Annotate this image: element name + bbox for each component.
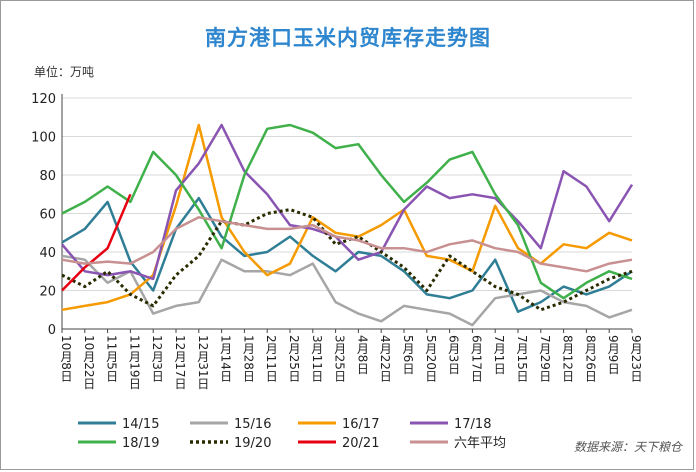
x-tick-label: 6月3日: [447, 335, 461, 374]
y-tick-label: 20: [39, 285, 56, 300]
y-tick-label: 0: [48, 323, 56, 338]
x-tick-label: 9月23日: [629, 335, 643, 382]
legend-label: 20/21: [342, 436, 379, 451]
x-tick-label: 12月17日: [173, 335, 187, 390]
x-tick-label: 4月8日: [355, 335, 369, 374]
source-note: 数据来源：天下粮仓: [573, 440, 682, 454]
x-tick-label: 3月25日: [333, 335, 347, 382]
x-tick-label: 10月8日: [59, 335, 73, 382]
x-tick-label: 6月17日: [469, 335, 483, 382]
legend-label: 19/20: [234, 436, 271, 451]
x-tick-label: 1月14日: [219, 335, 233, 382]
series-line-0: [61, 196, 633, 313]
y-tick-label: 120: [31, 92, 56, 107]
legend-label: 17/18: [454, 417, 491, 432]
y-tick-label: 80: [39, 169, 56, 184]
x-tick-label: 2月11日: [264, 335, 278, 382]
series-line-3: [61, 123, 634, 281]
x-tick-label: 7月1日: [492, 335, 506, 374]
x-tick-label: 1月28日: [241, 335, 255, 382]
x-tick-label: 9月9日: [606, 335, 620, 374]
unit-label: 单位：万吨: [34, 65, 95, 79]
x-tick-label: 12月3日: [150, 335, 164, 382]
series-line-5: [61, 208, 633, 312]
x-tick-label: 10月22日: [82, 335, 96, 390]
x-tick-label: 3月11日: [310, 335, 324, 382]
x-tick-label: 8月12日: [561, 335, 575, 382]
x-tick-label: 7月29日: [538, 335, 552, 382]
y-tick-label: 100: [31, 131, 56, 146]
series-line-1: [61, 254, 633, 327]
legend-label: 18/19: [122, 436, 159, 451]
y-tick-label: 40: [39, 246, 56, 261]
legend-label: 16/17: [342, 417, 379, 432]
x-tick-label: 11月5日: [105, 335, 119, 382]
legend-label: 14/15: [122, 417, 159, 432]
x-tick-label: 2月25日: [287, 335, 301, 382]
x-tick-label: 12月31日: [196, 335, 210, 390]
x-tick-label: 7月15日: [515, 335, 529, 382]
series-line-6: [61, 193, 132, 292]
x-tick-label: 8月26日: [583, 335, 597, 382]
chart-title: 南方港口玉米内贸库存走势图: [205, 26, 491, 50]
series-line-4: [61, 123, 633, 300]
x-tick-label: 4月22日: [378, 335, 392, 382]
x-tick-label: 5月6日: [401, 335, 415, 374]
series-line-7: [61, 216, 633, 273]
x-tick-label: 5月20日: [424, 335, 438, 382]
y-tick-label: 60: [39, 208, 56, 223]
x-tick-label: 11月19日: [127, 335, 141, 390]
legend-label: 15/16: [234, 417, 271, 432]
legend-label: 六年平均: [454, 436, 506, 451]
